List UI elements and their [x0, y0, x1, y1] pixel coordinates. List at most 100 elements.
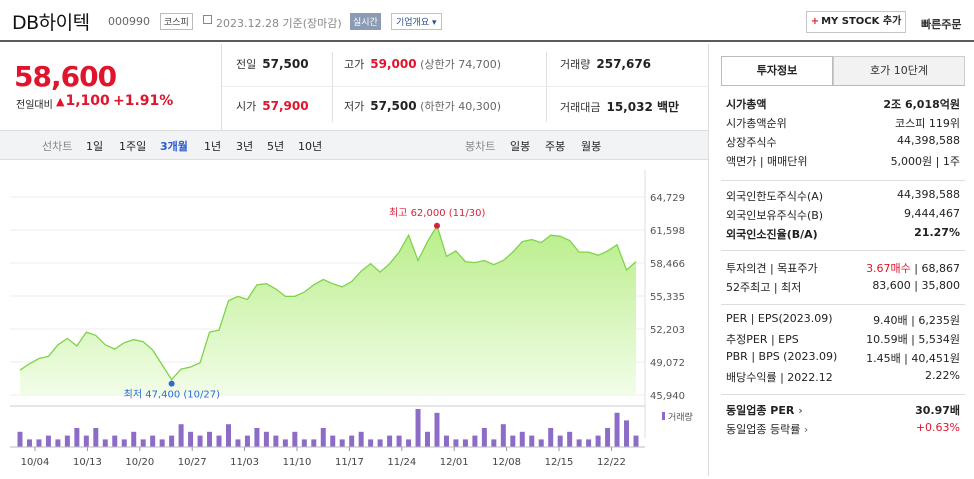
stat-value: 57,500	[370, 99, 417, 113]
stat-label: 거래량	[560, 58, 591, 71]
x-tick-label: 12/01	[440, 457, 469, 468]
opinion-row: 투자의견 | 목표주가 3.67매수 | 68,867	[726, 260, 960, 277]
sector-per-value: 30.97배	[915, 404, 960, 417]
volume-bar	[368, 439, 374, 447]
x-tick-label: 12/22	[597, 457, 626, 468]
tab-3years[interactable]: 3년	[236, 140, 254, 153]
volume-bar	[112, 435, 118, 447]
volume-bar	[330, 435, 336, 447]
divider	[721, 85, 965, 86]
info-value: 10.59배 | 5,534원	[866, 333, 960, 346]
tab-3months[interactable]: 3개월	[160, 140, 188, 153]
x-tick-label: 11/10	[283, 457, 312, 468]
price-area	[20, 225, 636, 395]
info-value: 21.27%	[914, 226, 960, 239]
volume-bar	[131, 431, 137, 447]
x-tick-label: 11/24	[387, 457, 416, 468]
volume-bar	[500, 424, 506, 447]
volume-bar	[624, 420, 630, 447]
tab-1week[interactable]: 1주일	[119, 140, 147, 153]
volume-bar	[225, 424, 231, 447]
info-row: PBR | BPS (2023.09) 1.45배 | 40,451원	[726, 350, 960, 367]
volume-bar	[55, 439, 61, 447]
week52-value: 83,600 | 35,800	[872, 279, 960, 292]
volume-bar	[358, 431, 364, 447]
stat-label: 시가	[236, 100, 257, 113]
x-tick-label: 11/03	[230, 457, 259, 468]
sector-rate-label: 동일업종 등락률 ›	[726, 421, 808, 437]
tab-1day[interactable]: 1일	[86, 140, 104, 153]
max-marker	[433, 222, 440, 229]
tab-monthly-candle[interactable]: 월봉	[581, 140, 602, 153]
tab-orderbook-10[interactable]: 호가 10단계	[833, 56, 965, 86]
volume-bar	[197, 435, 203, 447]
tab-daily-candle[interactable]: 일봉	[510, 140, 531, 153]
info-label: 시가총액순위	[726, 117, 787, 130]
add-mystock-button[interactable]: + MY STOCK 추가	[806, 11, 906, 33]
info-label: 시가총액	[726, 98, 767, 111]
divider	[546, 52, 547, 122]
info-row: 추정PER | EPS 10.59배 | 5,534원	[726, 331, 960, 348]
realtime-badge[interactable]: 실시간	[350, 13, 381, 30]
volume-bar	[605, 428, 611, 447]
tab-10years[interactable]: 10년	[298, 140, 323, 153]
volume-bar	[282, 439, 288, 447]
sector-rate-row[interactable]: 동일업종 등락률 › +0.63%	[726, 421, 960, 438]
info-value: 9.40배 | 6,235원	[873, 314, 960, 327]
sector-per-row[interactable]: 동일업종 PER › 30.97배	[726, 402, 960, 419]
info-row: 외국인한도주식수(A) 44,398,588	[726, 188, 960, 205]
volume-bar	[406, 439, 412, 447]
volume-bar	[595, 435, 601, 447]
volume-bar	[434, 412, 440, 447]
sector-rate-value: +0.63%	[915, 421, 960, 434]
volume-bar	[301, 439, 307, 447]
fast-order-link[interactable]: 빠른주문	[921, 18, 962, 31]
upper-limit: (상한가 74,700)	[420, 58, 501, 71]
price-change-value: 1,100	[65, 93, 110, 109]
info-label: PBR | BPS (2023.09)	[726, 350, 838, 363]
volume-bar	[586, 439, 592, 447]
prev-compare-label: 전일대비	[16, 100, 53, 111]
info-value: 2.22%	[925, 369, 960, 382]
stat-volume: 거래량 257,676	[560, 56, 651, 72]
chevron-right-icon: ›	[798, 404, 803, 417]
stat-low: 저가 57,500 (하한가 40,300)	[344, 98, 501, 114]
lower-limit: (하한가 40,300)	[420, 100, 501, 113]
stat-value: 59,000	[370, 57, 417, 71]
candle-chart-label: 봉차트	[465, 140, 496, 153]
stat-amount: 거래대금 15,032 백만	[560, 98, 679, 115]
volume-bar	[576, 439, 582, 447]
company-overview-button[interactable]: 기업개요 ▾	[391, 13, 442, 30]
info-value: 1.45배 | 40,451원	[866, 352, 960, 365]
base-date: 2023.12.28 기준(장마감)	[216, 17, 342, 30]
info-value: 5,000원 | 1주	[890, 155, 960, 168]
info-label: 추정PER | EPS	[726, 333, 799, 346]
tab-5years[interactable]: 5년	[267, 140, 285, 153]
week52-row: 52주최고 | 최저 83,600 | 35,800	[726, 279, 960, 296]
min-marker	[168, 380, 175, 387]
volume-bar	[159, 439, 165, 447]
volume-bar	[614, 412, 620, 447]
y-tick-label: 52,203	[650, 325, 685, 336]
tab-1year[interactable]: 1년	[204, 140, 222, 153]
volume-bar	[415, 409, 421, 447]
y-tick-label: 61,598	[650, 226, 685, 237]
volume-bar	[443, 435, 449, 447]
volume-bar	[311, 439, 317, 447]
opinion-rating: 3.67매수	[866, 262, 911, 275]
tab-weekly-candle[interactable]: 주봉	[545, 140, 566, 153]
tab-investment-info[interactable]: 투자정보	[721, 56, 833, 86]
info-value: 44,398,588	[897, 188, 960, 201]
volume-bar	[254, 428, 260, 447]
y-tick-label: 45,940	[650, 391, 685, 402]
stock-code: 000990	[108, 15, 150, 28]
volume-bar	[339, 439, 345, 447]
chevron-down-icon: ▾	[432, 18, 437, 28]
divider	[721, 394, 965, 395]
stock-name: DB하이텍	[12, 12, 90, 34]
info-value: 44,398,588	[897, 134, 960, 147]
stat-value: 15,032 백만	[606, 100, 680, 114]
volume-bar	[538, 439, 544, 447]
max-label: 최고 62,000 (11/30)	[389, 207, 485, 219]
volume-bar	[235, 439, 241, 447]
